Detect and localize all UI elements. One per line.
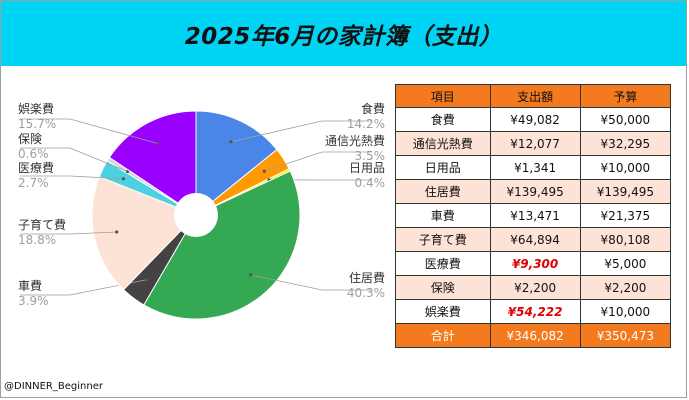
cell-budget: ¥2,200 <box>579 275 672 300</box>
total-label: 合計 <box>395 323 491 348</box>
slice-percent: 2.7% <box>18 176 49 190</box>
cell-budget: ¥80,108 <box>579 227 672 252</box>
slice-percent: 18.8% <box>18 233 56 247</box>
budget-table: 項目 支出額 予算 食費 ¥49,082 ¥50,000 通信光熱費 ¥12,077 ¥3… <box>395 84 672 348</box>
slice-percent: 0.6% <box>18 147 49 161</box>
table-row: 日用品 ¥1,341 ¥10,000 <box>395 155 672 180</box>
table-row: 通信光熱費 ¥12,077 ¥32,295 <box>395 131 672 156</box>
chart-title: 2025年6月の家計簿（支出） <box>184 23 503 50</box>
slice-label: 医療費 <box>18 160 54 175</box>
cell-budget: ¥5,000 <box>579 251 672 276</box>
table-row: 医療費 ¥9,300 ¥5,000 <box>395 251 672 276</box>
cell-item: 通信光熱費 <box>395 131 491 156</box>
cell-spent: ¥54,222 <box>489 299 581 324</box>
leader-dot <box>249 273 253 277</box>
header-item: 項目 <box>395 84 491 108</box>
leader-line <box>250 274 372 291</box>
pie-slice <box>143 170 301 320</box>
credit-text: @DINNER_Beginner <box>4 381 103 392</box>
cell-item: 保険 <box>395 275 491 300</box>
cell-spent: ¥1,341 <box>489 155 581 180</box>
slice-percent: 3.5% <box>355 149 386 163</box>
leader-dot <box>125 169 130 174</box>
cell-spent: ¥49,082 <box>489 107 581 132</box>
cell-budget: ¥50,000 <box>579 107 672 132</box>
leader-line <box>264 151 372 172</box>
table-row: 住居費 ¥139,495 ¥139,495 <box>395 179 672 204</box>
cell-item: 娯楽費 <box>395 299 491 324</box>
cell-spent: ¥2,200 <box>489 275 581 300</box>
slice-percent: 15.7% <box>18 117 56 131</box>
table-total-row: 合計 ¥346,082 ¥350,473 <box>395 323 672 348</box>
cell-spent: ¥13,471 <box>489 203 581 228</box>
leader-dot <box>229 140 233 144</box>
slice-percent: 14.2% <box>347 117 385 131</box>
slice-percent: 3.9% <box>18 294 49 308</box>
leader-dot <box>156 141 160 146</box>
slice-label: 娯楽費 <box>18 101 54 116</box>
pie-slice <box>195 110 278 217</box>
cell-item: 子育て費 <box>395 227 491 252</box>
cell-spent: ¥64,894 <box>489 227 581 252</box>
slice-label: 保険 <box>18 132 42 146</box>
cell-spent: ¥139,495 <box>489 179 581 204</box>
slice-label: 子育て費 <box>18 217 66 232</box>
slice-label: 日用品 <box>349 161 385 175</box>
leader-dot <box>262 169 266 173</box>
cell-item: 車費 <box>395 203 491 228</box>
cell-item: 住居費 <box>395 179 491 204</box>
cell-item: 食費 <box>395 107 491 132</box>
cell-budget: ¥10,000 <box>579 155 672 180</box>
cell-budget: ¥32,295 <box>579 131 672 156</box>
table-row: 娯楽費 ¥54,222 ¥10,000 <box>395 299 672 324</box>
total-spent: ¥346,082 <box>489 323 581 348</box>
table-row: 保険 ¥2,200 ¥2,200 <box>395 275 672 300</box>
slice-label: 食費 <box>361 101 385 116</box>
header-budget: 予算 <box>579 84 672 108</box>
cell-budget: ¥139,495 <box>579 179 672 204</box>
total-budget: ¥350,473 <box>579 323 672 348</box>
slice-label: 車費 <box>18 278 42 293</box>
donut-hole <box>174 193 218 237</box>
leader-dot <box>145 278 149 282</box>
cell-spent: ¥9,300 <box>489 251 581 276</box>
header-spent: 支出額 <box>489 84 581 108</box>
table-row: 子育て費 ¥64,894 ¥80,108 <box>395 227 672 252</box>
cell-spent: ¥12,077 <box>489 131 581 156</box>
table-row: 食費 ¥49,082 ¥50,000 <box>395 107 672 132</box>
leader-line <box>230 120 372 143</box>
pie-slice <box>108 110 197 216</box>
cell-budget: ¥10,000 <box>579 299 672 324</box>
leader-dot <box>121 177 125 181</box>
leader-line <box>20 118 158 144</box>
leader-line <box>20 147 128 172</box>
cell-item: 日用品 <box>395 155 491 180</box>
table-header-row: 項目 支出額 予算 <box>395 84 672 108</box>
cell-item: 医療費 <box>395 251 491 276</box>
leader-line <box>20 175 124 180</box>
table-row: 車費 ¥13,471 ¥21,375 <box>395 203 672 228</box>
leader-dot <box>115 230 119 234</box>
title-banner: 2025年6月の家計簿（支出） <box>1 1 686 66</box>
slice-label: 通信光熱費 <box>325 133 385 148</box>
cell-budget: ¥21,375 <box>579 203 672 228</box>
slice-percent: 0.4% <box>355 176 386 190</box>
slice-label: 住居費 <box>349 270 385 285</box>
slice-percent: 40.3% <box>347 286 385 300</box>
leader-line <box>20 231 117 235</box>
